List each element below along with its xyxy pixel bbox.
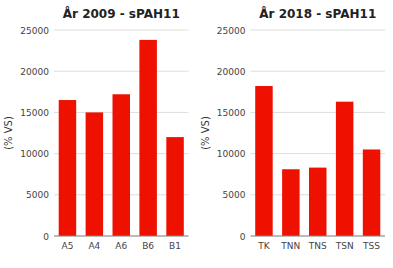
x-tick-label: A4 — [88, 241, 100, 251]
y-axis-label: (% VS) — [200, 116, 211, 150]
bar — [59, 100, 76, 236]
bar — [363, 149, 380, 236]
y-tick-label: 0 — [43, 232, 49, 242]
bar — [282, 169, 299, 236]
y-tick-label: 15000 — [217, 108, 246, 118]
grid-line — [54, 71, 189, 72]
bar — [309, 168, 326, 236]
bar — [86, 112, 103, 236]
bar — [166, 137, 183, 236]
chart-root: År 2009 - sPAH11 (% VS) 0 5000 10000 15000 200… — [0, 0, 393, 268]
bar — [336, 102, 353, 236]
bar — [113, 94, 130, 236]
y-axis-label: (% VS) — [3, 116, 14, 150]
x-tick-label: TK — [257, 241, 270, 251]
panel: År 2009 - sPAH11 (% VS) 0 5000 10000 15000 200… — [3, 6, 189, 251]
y-tick-label: 5000 — [26, 190, 49, 200]
x-axis-line — [54, 236, 189, 237]
bars — [59, 40, 184, 236]
x-tick-label: TNS — [308, 241, 327, 251]
x-tick-label: A5 — [62, 241, 74, 251]
y-tick-label: 25000 — [217, 26, 246, 36]
panel: År 2018 - sPAH11 (% VS) 0 5000 10000 15000 200… — [200, 6, 386, 251]
x-tick-label: TNN — [280, 241, 300, 251]
x-tick-label: TSS — [362, 241, 380, 251]
grid-line — [54, 236, 189, 237]
bars — [255, 86, 380, 236]
y-tick-label: 10000 — [217, 149, 246, 159]
y-tick-label: 15000 — [20, 108, 49, 118]
x-tick-label: A6 — [115, 241, 127, 251]
y-tick-label: 25000 — [20, 26, 49, 36]
grid-line — [251, 30, 386, 31]
x-tick-label: B6 — [142, 241, 154, 251]
grid-line — [251, 71, 386, 72]
title: År 2009 - sPAH11 — [63, 6, 180, 21]
chart-svg: År 2009 - sPAH11 (% VS) 0 5000 10000 15000 200… — [0, 0, 393, 268]
bar — [255, 86, 272, 236]
x-tick-label: TSN — [335, 241, 354, 251]
grid-line — [54, 30, 189, 31]
x-axis-line — [251, 236, 386, 237]
y-tick-label: 10000 — [20, 149, 49, 159]
y-tick-label: 5000 — [223, 190, 246, 200]
title: År 2018 - sPAH11 — [259, 6, 376, 21]
x-tick-label: B1 — [169, 241, 181, 251]
y-tick-label: 20000 — [217, 67, 246, 77]
y-tick-label: 20000 — [20, 67, 49, 77]
y-tick-label: 0 — [240, 232, 246, 242]
bar — [139, 40, 156, 236]
grid-line — [251, 236, 386, 237]
